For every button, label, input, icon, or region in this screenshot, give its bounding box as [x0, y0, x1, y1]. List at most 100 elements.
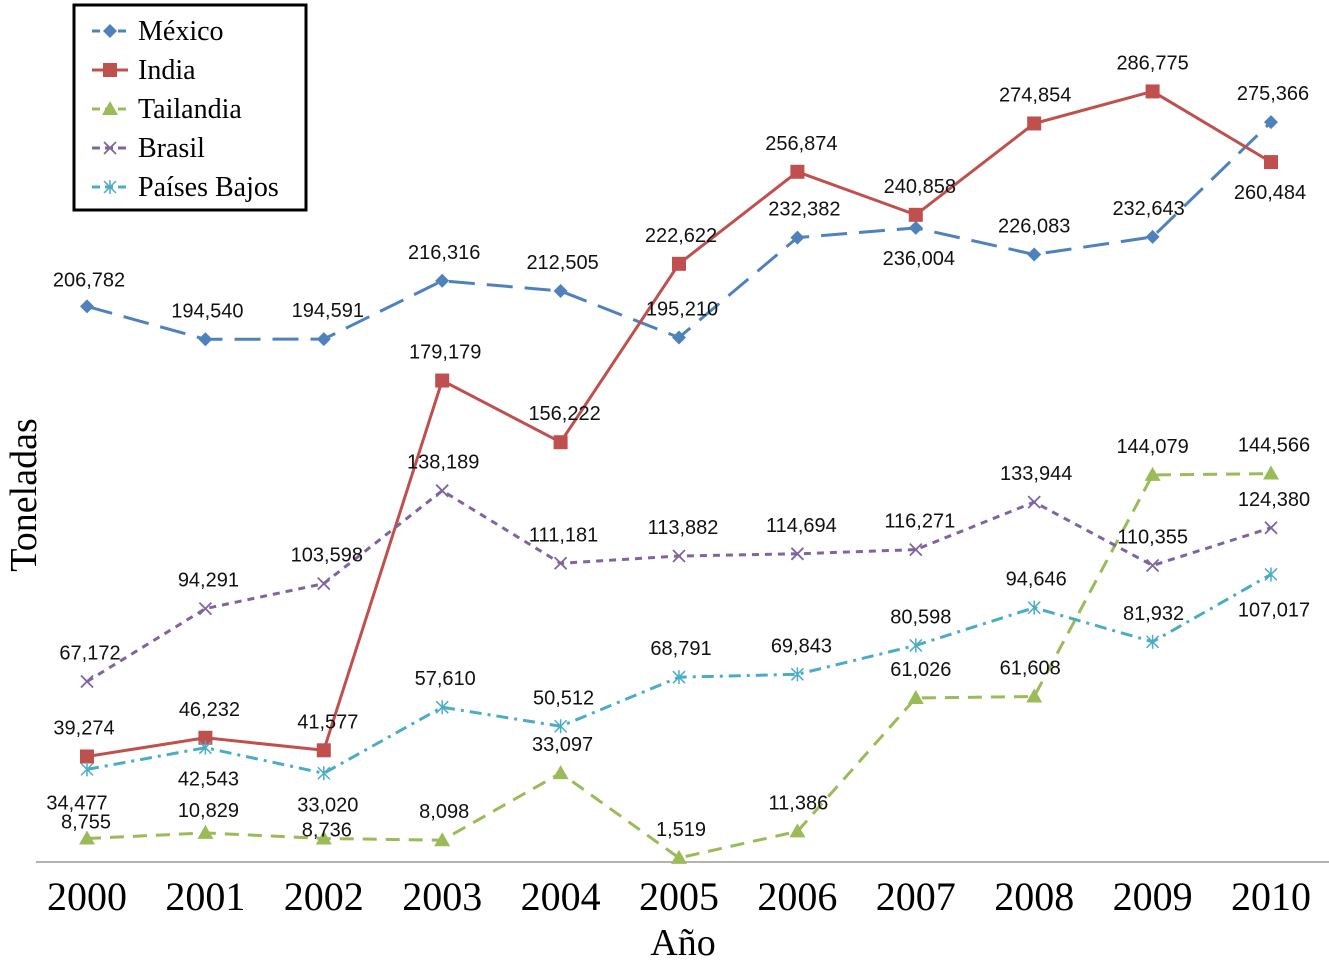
- data-label-paises-bajos: 107,017: [1238, 599, 1310, 621]
- data-point-india: [908, 207, 923, 222]
- x-tick-label: 2002: [284, 874, 364, 919]
- data-label-india: 156,222: [528, 403, 600, 425]
- data-point-india: [672, 256, 686, 271]
- data-point-mexico: [790, 230, 805, 245]
- data-label-india: 260,484: [1234, 182, 1306, 204]
- data-label-tailandia: 144,079: [1116, 436, 1188, 458]
- data-point-brasil: [790, 547, 805, 561]
- data-point-brasil: [317, 576, 331, 591]
- data-point-india: [553, 435, 568, 450]
- legend-item-tailandia: Tailandia: [92, 94, 242, 125]
- legend-item-brasil: Brasil: [92, 133, 205, 164]
- data-point-tailandia: [1026, 688, 1043, 703]
- data-label-tailandia: 8,098: [419, 801, 469, 823]
- data-point-paises-bajos: [1027, 600, 1041, 615]
- data-label-mexico: 275,366: [1237, 83, 1309, 105]
- data-point-india: [316, 743, 331, 758]
- series-india: [80, 84, 1278, 764]
- x-tick-label: 2010: [1231, 874, 1311, 919]
- data-label-india: 222,622: [645, 225, 717, 247]
- data-label-india: 41,577: [297, 711, 358, 733]
- data-label-mexico: 232,382: [768, 199, 840, 221]
- data-label-paises-bajos: 34,477: [46, 792, 107, 814]
- data-label-paises-bajos: 69,843: [771, 635, 832, 657]
- data-point-india: [435, 373, 450, 388]
- data-point-brasil: [553, 556, 568, 570]
- data-point-mexico: [80, 299, 94, 314]
- x-tick-label: 2009: [1113, 874, 1193, 919]
- data-point-india: [80, 749, 94, 764]
- series-layer: [79, 84, 1279, 864]
- data-point-mexico: [1027, 247, 1042, 262]
- data-label-paises-bajos: 33,020: [297, 794, 358, 816]
- data-point-paises-bajos: [1146, 634, 1160, 649]
- data-label-tailandia: 8,755: [61, 811, 111, 833]
- data-point-india: [198, 730, 213, 745]
- data-label-mexico: 212,505: [526, 252, 598, 274]
- data-label-tailandia: 10,829: [178, 800, 239, 822]
- data-point-mexico: [435, 273, 450, 288]
- legend-label: India: [138, 55, 196, 86]
- data-point-paises-bajos: [317, 766, 331, 781]
- data-point-mexico: [672, 330, 686, 345]
- data-label-tailandia: 8,736: [302, 820, 352, 842]
- data-label-india: 179,179: [409, 342, 481, 364]
- data-label-tailandia: 61,608: [1000, 657, 1061, 679]
- data-point-mexico: [316, 332, 331, 347]
- data-label-mexico: 194,591: [292, 300, 364, 322]
- data-label-paises-bajos: 81,932: [1123, 603, 1184, 625]
- legend-item-india: India: [92, 55, 196, 86]
- data-label-india: 256,874: [765, 133, 837, 155]
- legend: México India Tailandia Brasil Países Bajos: [72, 3, 308, 212]
- data-point-paises-bajos: [198, 740, 212, 755]
- series-brasil: [80, 484, 1278, 689]
- x-tick-label: 2000: [47, 874, 127, 919]
- data-label-india: 286,775: [1116, 52, 1188, 74]
- data-label-brasil: 124,380: [1238, 489, 1310, 511]
- data-label-mexico: 206,782: [53, 269, 125, 291]
- data-label-paises-bajos: 80,598: [890, 606, 951, 628]
- data-point-india: [1145, 84, 1160, 99]
- data-point-india: [1264, 155, 1278, 170]
- data-point-mexico: [1145, 229, 1160, 244]
- x-tick-label: 2007: [876, 874, 956, 919]
- legend-label: Países Bajos: [138, 172, 279, 203]
- data-point-tailandia: [789, 823, 806, 838]
- data-point-brasil: [1264, 521, 1278, 535]
- legend-marker-mexico: [103, 24, 117, 38]
- data-point-mexico: [908, 220, 923, 235]
- x-tick-label: 2001: [165, 874, 245, 919]
- legend-label: Tailandia: [138, 94, 242, 125]
- data-label-brasil: 110,355: [1117, 526, 1188, 548]
- data-label-india: 46,232: [179, 699, 240, 721]
- series-tailandia: [79, 465, 1279, 864]
- data-point-tailandia: [79, 830, 95, 845]
- series-paises-bajos: [80, 567, 1278, 781]
- x-tick-label: 2008: [994, 874, 1074, 919]
- legend-marker-tailandia: [102, 101, 118, 115]
- data-label-india: 240,858: [884, 176, 956, 198]
- data-point-tailandia: [434, 832, 451, 847]
- data-point-tailandia: [315, 830, 332, 845]
- data-label-brasil: 114,694: [766, 515, 837, 537]
- data-label-india: 39,274: [53, 717, 114, 739]
- data-label-brasil: 133,944: [1000, 463, 1072, 485]
- data-point-brasil: [435, 484, 449, 498]
- data-label-india: 274,854: [999, 84, 1071, 106]
- data-label-tailandia: 11,386: [769, 792, 829, 814]
- data-label-brasil: 116,271: [884, 511, 955, 533]
- data-label-brasil: 67,172: [59, 643, 120, 665]
- x-tick-label: 2003: [402, 874, 482, 919]
- data-label-brasil: 103,598: [291, 545, 363, 567]
- data-label-mexico: 226,083: [998, 216, 1070, 238]
- data-label-mexico: 232,643: [1112, 198, 1184, 220]
- data-point-paises-bajos: [672, 670, 686, 685]
- data-point-paises-bajos: [80, 762, 94, 777]
- legend-marker-brasil: [103, 141, 117, 155]
- data-label-paises-bajos: 68,791: [650, 638, 711, 660]
- data-label-paises-bajos: 42,543: [178, 769, 239, 791]
- data-point-brasil: [80, 674, 94, 689]
- data-point-brasil: [909, 542, 923, 557]
- data-point-paises-bajos: [435, 700, 449, 715]
